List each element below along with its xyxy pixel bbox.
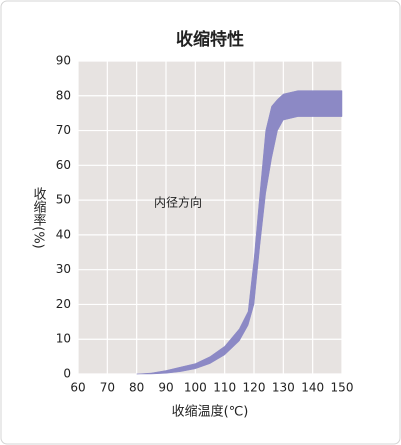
x-tick-label: 110 (213, 381, 236, 395)
chart-title: 收缩特性 (176, 29, 244, 50)
y-tick-label: 60 (56, 158, 71, 172)
x-tick-label: 70 (100, 381, 115, 395)
y-axis-label: 收缩率(%) (31, 187, 47, 249)
band-area (136, 90, 343, 375)
y-tick-label: 10 (56, 332, 71, 346)
x-tick-label: 120 (243, 381, 266, 395)
y-tick-label: 90 (56, 54, 71, 68)
x-tick-label: 90 (158, 381, 173, 395)
y-tick-label: 20 (56, 297, 71, 311)
y-tick-label: 70 (56, 123, 71, 137)
y-tick-label: 80 (56, 88, 71, 102)
x-axis-label: 收缩温度(℃) (172, 404, 249, 420)
annotation: 内径方向 (154, 195, 202, 210)
x-tick-label: 80 (129, 381, 144, 395)
x-tick-label: 130 (272, 381, 295, 395)
y-tick-label: 0 (63, 367, 71, 381)
x-tick-label: 140 (301, 381, 324, 395)
x-tick-label: 100 (184, 381, 207, 395)
y-tick-label: 50 (56, 193, 71, 207)
x-tick-label: 60 (70, 381, 85, 395)
x-tick-label: 150 (331, 381, 354, 395)
y-tick-label: 40 (56, 227, 71, 241)
y-tick-label: 30 (56, 262, 71, 276)
